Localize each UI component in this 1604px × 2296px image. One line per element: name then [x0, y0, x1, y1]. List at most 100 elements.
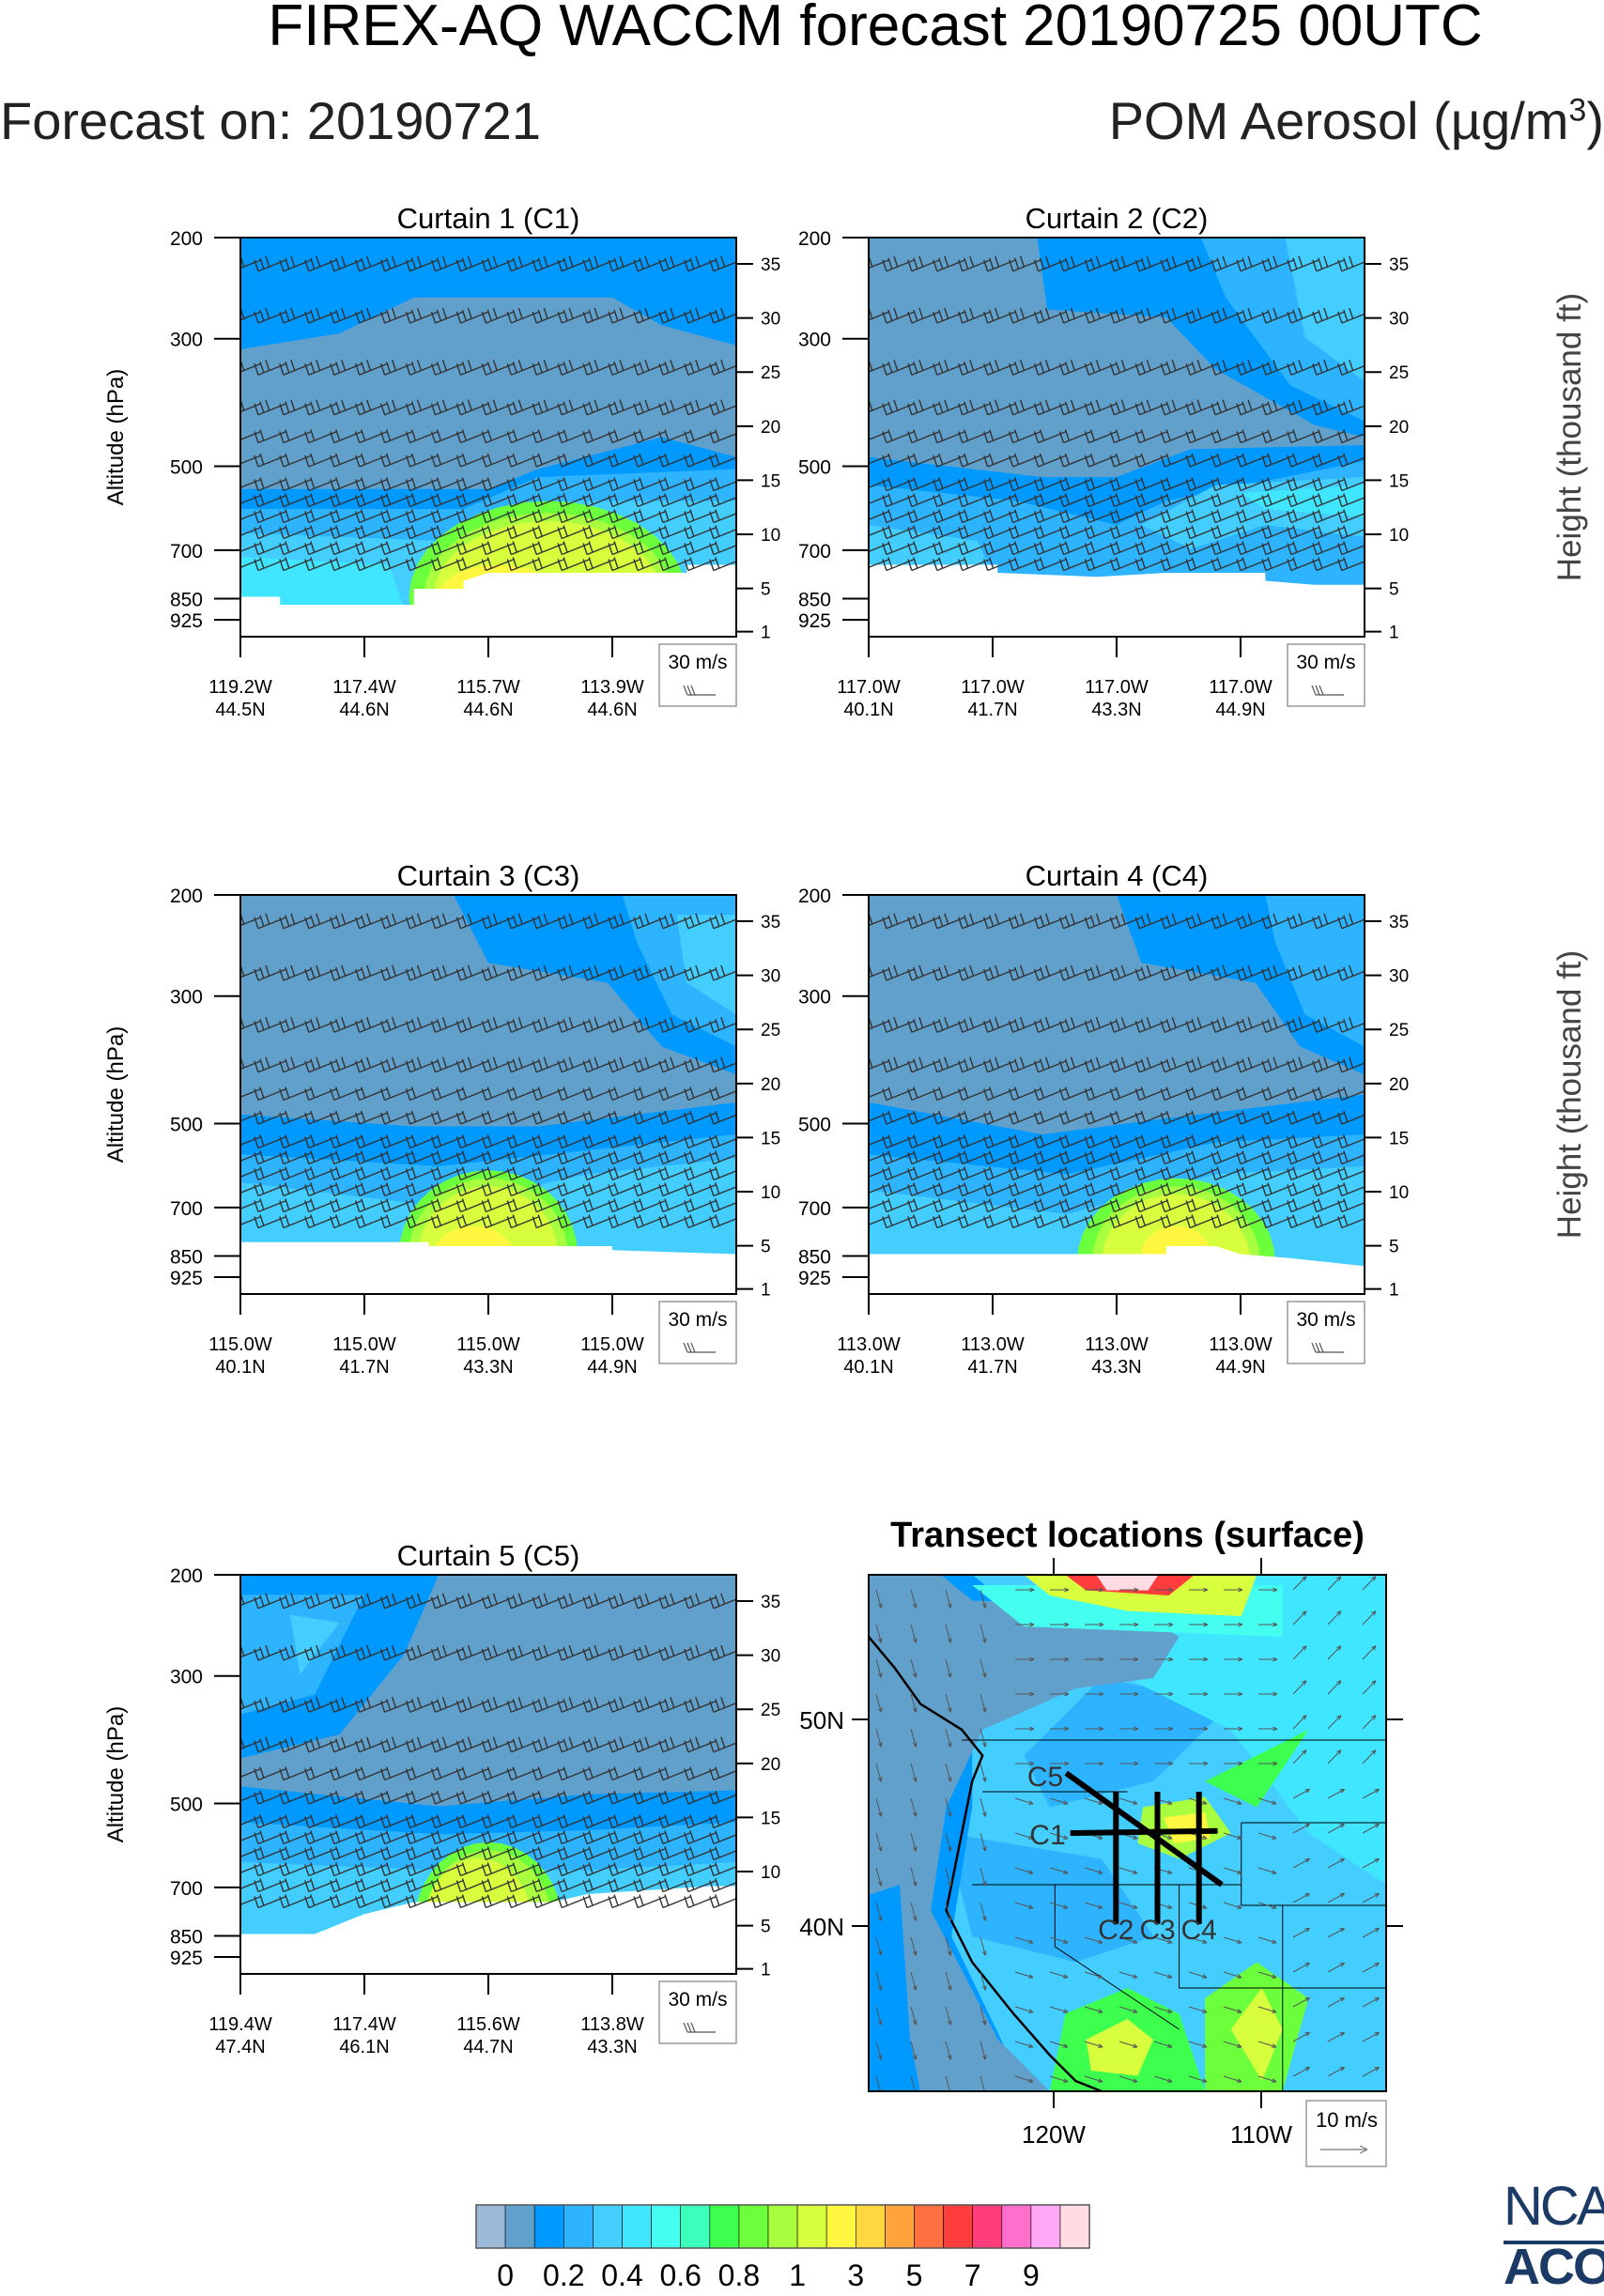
wind-barb: [1337, 509, 1365, 524]
wind-barb: [1337, 1198, 1365, 1213]
wind-barb: [907, 1150, 941, 1165]
height-tick-label: 10: [761, 1863, 780, 1883]
wind-barb: [506, 1644, 540, 1661]
transect-label: C3: [1139, 1915, 1175, 1946]
wind-barb: [304, 1056, 338, 1073]
wind-barb: [279, 307, 313, 324]
wind-barb: [709, 1697, 736, 1713]
wind-barb: [405, 360, 439, 376]
wind-barb: [379, 1110, 413, 1125]
wind-barb: [1084, 453, 1118, 468]
wind-vector: [979, 1624, 987, 1643]
wind-barb: [882, 1198, 916, 1213]
colorbar-label: 0.2: [543, 2258, 584, 2289]
wind-barb: [240, 1087, 262, 1099]
wind-barb-icon: [683, 1342, 716, 1353]
wind-barb: [481, 1150, 515, 1165]
map-contour: [1205, 1730, 1309, 1808]
wind-legend-box: [1287, 1301, 1365, 1364]
wind-barb: [1261, 1166, 1295, 1181]
wind-barb: [254, 1134, 287, 1149]
wind-barb: [355, 1878, 388, 1893]
wind-barb: [455, 429, 489, 444]
wind-barb: [1134, 1134, 1168, 1149]
wind-barb: [1337, 1150, 1365, 1165]
wind-barb: [254, 1198, 287, 1213]
wind-barb: [240, 1183, 262, 1194]
wind-vector: [875, 1797, 883, 1817]
wind-barb: [557, 913, 591, 930]
wind-barb: [1084, 1150, 1118, 1165]
wind-barb: [933, 525, 966, 540]
wind-barb: [379, 1894, 413, 1909]
wind-barb: [869, 526, 890, 537]
wind-vector: [1049, 2041, 1069, 2048]
wind-barb: [379, 1198, 413, 1213]
wind-barb: [1134, 1056, 1168, 1073]
wind-barb: [1084, 964, 1118, 981]
wind-vector: [1223, 1971, 1242, 1979]
wind-barb: [608, 1814, 641, 1829]
wind-barb: [254, 1150, 287, 1165]
wind-barb: [608, 255, 641, 272]
wind-barb: [907, 557, 941, 572]
wind-vector: [979, 1832, 987, 1852]
wind-barb: [1185, 1056, 1219, 1073]
contour-fill: [240, 1575, 736, 1974]
wind-barb: [1211, 307, 1244, 324]
wind-barbs: [240, 255, 736, 572]
x-tick-lon: 115.0W: [580, 1334, 644, 1355]
wind-barb: [355, 1593, 388, 1610]
wind-barb: [481, 509, 515, 524]
wind-barb: [958, 913, 992, 930]
x-tick-lat: 44.6N: [339, 700, 389, 720]
wind-barb: [279, 1214, 313, 1229]
wind-barb: [506, 360, 540, 376]
wind-barb: [430, 429, 464, 444]
x-tick-lat: 40.1N: [215, 1357, 265, 1378]
wind-vector: [910, 1971, 918, 1991]
wind-vector: [1049, 1936, 1069, 1944]
wind-barb: [1008, 493, 1041, 508]
wind-vector: [1362, 1645, 1377, 1660]
wind-barb: [430, 1766, 464, 1781]
wind-barb: [1261, 913, 1295, 930]
wind-vector: [1118, 2006, 1138, 2013]
wind-vector: [1119, 1587, 1139, 1593]
wind-barb: [1084, 307, 1118, 324]
x-tick-lat: 44.9N: [587, 1357, 637, 1378]
wind-barb: [330, 525, 363, 540]
wind-barb: [481, 1086, 515, 1102]
pressure-tick-label: 500: [170, 1114, 203, 1135]
wind-barb: [1058, 429, 1092, 444]
wind-barb: [557, 1182, 591, 1197]
wind-barb: [430, 477, 464, 492]
wind-vector: [1084, 1936, 1103, 1944]
wind-vector: [1327, 1680, 1342, 1695]
wind-barb: [1312, 1182, 1346, 1197]
wind-barb: [907, 1198, 941, 1213]
wind-barb: [304, 1846, 338, 1861]
x-tick-lon: 115.6W: [456, 2014, 520, 2035]
wind-barb: [709, 1166, 736, 1181]
x-tick-lat: 41.7N: [339, 1357, 389, 1378]
wind-barb: [684, 1086, 717, 1102]
wind-barb: [633, 1214, 667, 1229]
wind-barb: [882, 493, 916, 508]
wind-barb: [658, 1134, 692, 1149]
wind-barb: [1109, 399, 1143, 416]
wind-barb: [869, 1017, 890, 1030]
wind-barb: [279, 1790, 313, 1805]
wind-barb: [279, 541, 313, 556]
wind-barb: [532, 399, 565, 416]
wind-barb: [709, 1182, 736, 1197]
wind-barb: [1058, 557, 1092, 572]
wind-barb: [481, 1110, 515, 1125]
wind-barb: [330, 1766, 363, 1781]
wind-vector: [910, 1867, 918, 1887]
wind-barb: [481, 1790, 515, 1805]
wind-barb: [355, 1766, 388, 1781]
wind-barb: [1134, 1110, 1168, 1125]
wind-barb: [633, 1086, 667, 1102]
wind-barb: [455, 541, 489, 556]
